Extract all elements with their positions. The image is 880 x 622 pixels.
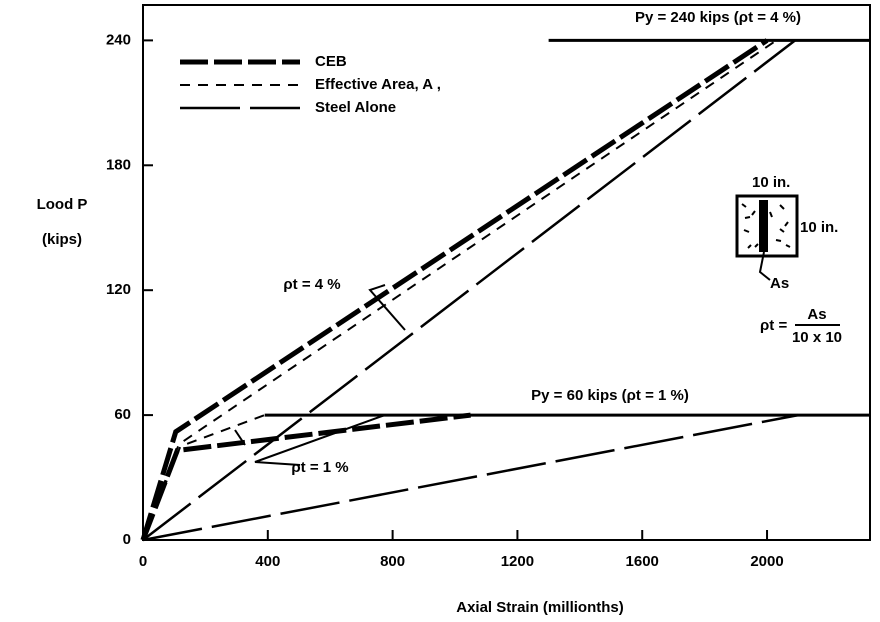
x-tick-label: 0 bbox=[139, 553, 147, 570]
steel-core bbox=[759, 200, 768, 252]
annotation: 10 in. bbox=[800, 219, 838, 236]
legend-label: Steel Alone bbox=[315, 99, 396, 116]
y-tick-label: 120 bbox=[106, 281, 131, 298]
legend-label: CEB bbox=[315, 53, 347, 70]
x-tick-label: 1200 bbox=[501, 553, 534, 570]
series-line bbox=[140, 38, 769, 541]
annotation: Py = 240 kips (ρt = 4 %) bbox=[635, 9, 801, 26]
series-line bbox=[142, 39, 796, 541]
annotation: Py = 60 kips (ρt = 1 %) bbox=[531, 387, 689, 404]
y-tick-label: 180 bbox=[106, 156, 131, 173]
series-line bbox=[142, 39, 777, 541]
annotation: ρt = bbox=[760, 317, 787, 334]
x-tick-label: 1600 bbox=[626, 553, 659, 570]
y-axis-unit: (kips) bbox=[42, 231, 82, 248]
concrete-texture bbox=[741, 203, 791, 249]
annotation: As bbox=[770, 275, 789, 292]
annotation: As bbox=[807, 306, 826, 323]
annotation: ρt = 1 % bbox=[291, 459, 348, 476]
y-tick-label: 60 bbox=[114, 406, 131, 423]
y-tick-label: 240 bbox=[106, 31, 131, 48]
plot-frame bbox=[142, 4, 871, 541]
x-tick-label: 800 bbox=[380, 553, 405, 570]
y-axis-label: Lood P bbox=[37, 196, 88, 213]
annotation: 10 in. bbox=[752, 174, 790, 191]
leader-line bbox=[758, 251, 771, 281]
x-axis-label: Axial Strain (millionths) bbox=[456, 599, 624, 616]
legend-label: Effective Area, A , bbox=[315, 76, 441, 93]
y-tick-label: 0 bbox=[123, 531, 131, 548]
annotation: 10 x 10 bbox=[792, 329, 842, 346]
section-inset bbox=[735, 194, 840, 326]
x-tick-label: 400 bbox=[255, 553, 280, 570]
x-tick-label: 2000 bbox=[750, 553, 783, 570]
annotation: ρt = 4 % bbox=[283, 276, 340, 293]
series-line bbox=[140, 412, 471, 541]
series-line bbox=[142, 413, 799, 542]
